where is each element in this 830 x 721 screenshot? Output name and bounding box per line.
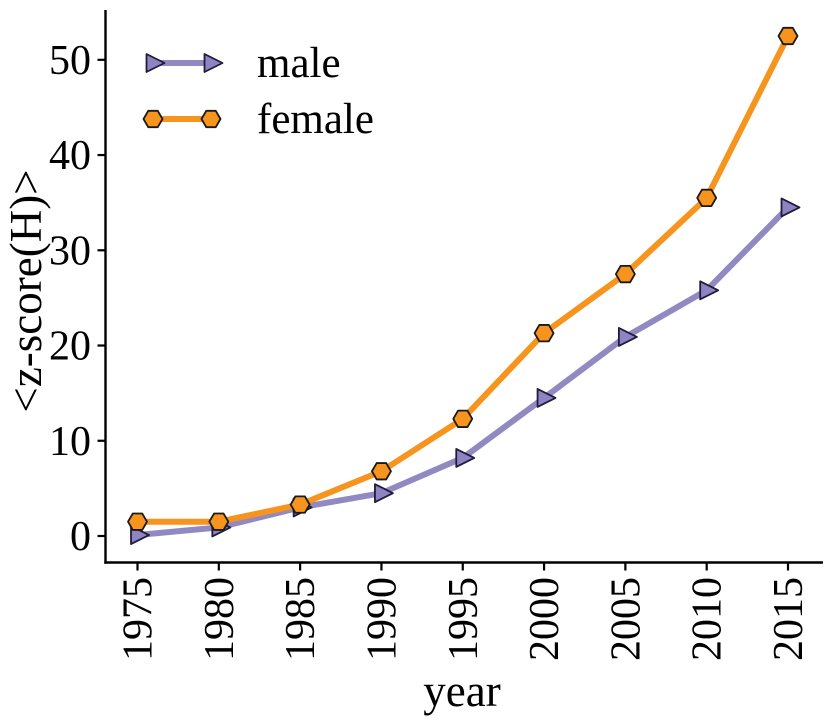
y-tick-label: 20: [49, 324, 91, 370]
y-tick-label: 10: [49, 419, 91, 465]
marker-triangle-right-male: [699, 280, 720, 301]
x-tick-label: 1995: [441, 577, 487, 661]
marker-hexagon-female: [371, 462, 392, 481]
legend-marker-triangle-right: [203, 53, 224, 73]
marker-triangle-right-male: [536, 388, 557, 408]
marker-triangle-right-male: [374, 483, 394, 504]
marker-hexagon-female: [452, 409, 474, 428]
x-tick-label: 1985: [278, 577, 324, 661]
marker-hexagon-female: [614, 264, 636, 284]
legend-item-male: male: [145, 40, 341, 87]
marker-triangle-right-male: [617, 327, 638, 347]
x-tick-label: 2005: [603, 577, 649, 661]
legend-marker-hexagon: [200, 109, 222, 129]
legend-label: male: [257, 40, 341, 87]
y-tick-label: 50: [49, 38, 91, 84]
marker-hexagon-female: [533, 324, 555, 343]
marker-hexagon-female: [777, 26, 799, 46]
x-tick-label: 2015: [766, 577, 812, 661]
x-tick-label: 2000: [522, 577, 568, 661]
legend-marker-triangle-right: [145, 53, 166, 73]
marker-hexagon-female: [127, 512, 148, 531]
marker-triangle-right-male: [780, 197, 801, 218]
series-line-female: [134, 33, 791, 525]
y-tick-label: 40: [49, 133, 91, 179]
x-tick-label: 2010: [685, 577, 731, 661]
x-axis-label: year: [423, 666, 500, 716]
legend: male female: [142, 40, 374, 143]
series-line-male: [134, 204, 791, 539]
legend-label: female: [257, 96, 374, 143]
y-tick-label: 0: [70, 514, 91, 560]
y-tick-label: 30: [49, 228, 91, 274]
marker-hexagon-female: [696, 188, 718, 208]
x-tick-label: 1975: [116, 577, 162, 661]
x-tick-label: 1980: [197, 577, 243, 661]
legend-item-female: female: [142, 96, 374, 143]
legend-marker-hexagon: [142, 109, 164, 129]
marker-triangle-right-male: [455, 448, 476, 468]
marker-hexagon-female: [289, 495, 311, 514]
y-axis-label: <z-score(H)>: [1, 169, 51, 412]
marker-hexagon-female: [208, 512, 230, 531]
x-tick-label: 1990: [359, 577, 405, 661]
